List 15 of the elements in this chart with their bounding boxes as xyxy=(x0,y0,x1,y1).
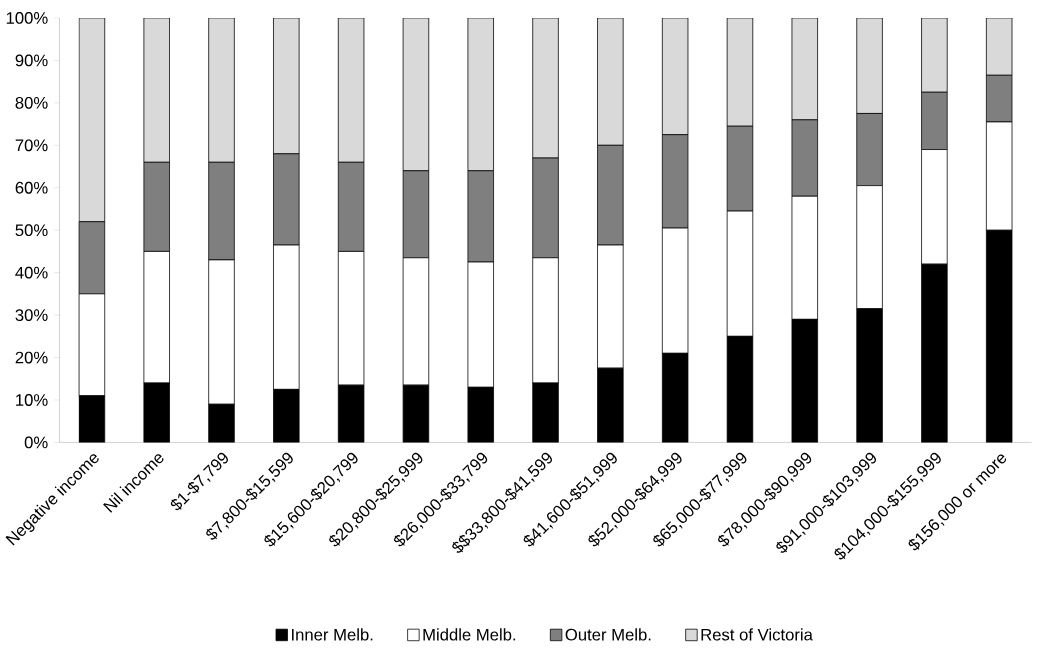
y-tick-label: 90% xyxy=(15,54,48,67)
legend-label: Inner Melb. xyxy=(292,628,373,641)
y-tick-label: 0% xyxy=(24,436,48,449)
y-tick-label: 70% xyxy=(15,139,48,152)
y-tick-label: 30% xyxy=(15,309,48,322)
y-tick-label: 80% xyxy=(15,96,48,109)
y-tick-label: 50% xyxy=(15,224,48,237)
legend-label: Outer Melb. xyxy=(565,628,651,641)
y-tick-label: 10% xyxy=(16,394,48,406)
y-tick-label: 60% xyxy=(15,181,48,194)
legend-label: Middle Melb. xyxy=(423,628,516,641)
y-tick-label: 100% xyxy=(6,12,48,24)
y-tick-label: 40% xyxy=(15,266,48,279)
y-tick-label: 20% xyxy=(15,351,48,364)
legend-label: Rest of Victoria xyxy=(701,628,813,641)
